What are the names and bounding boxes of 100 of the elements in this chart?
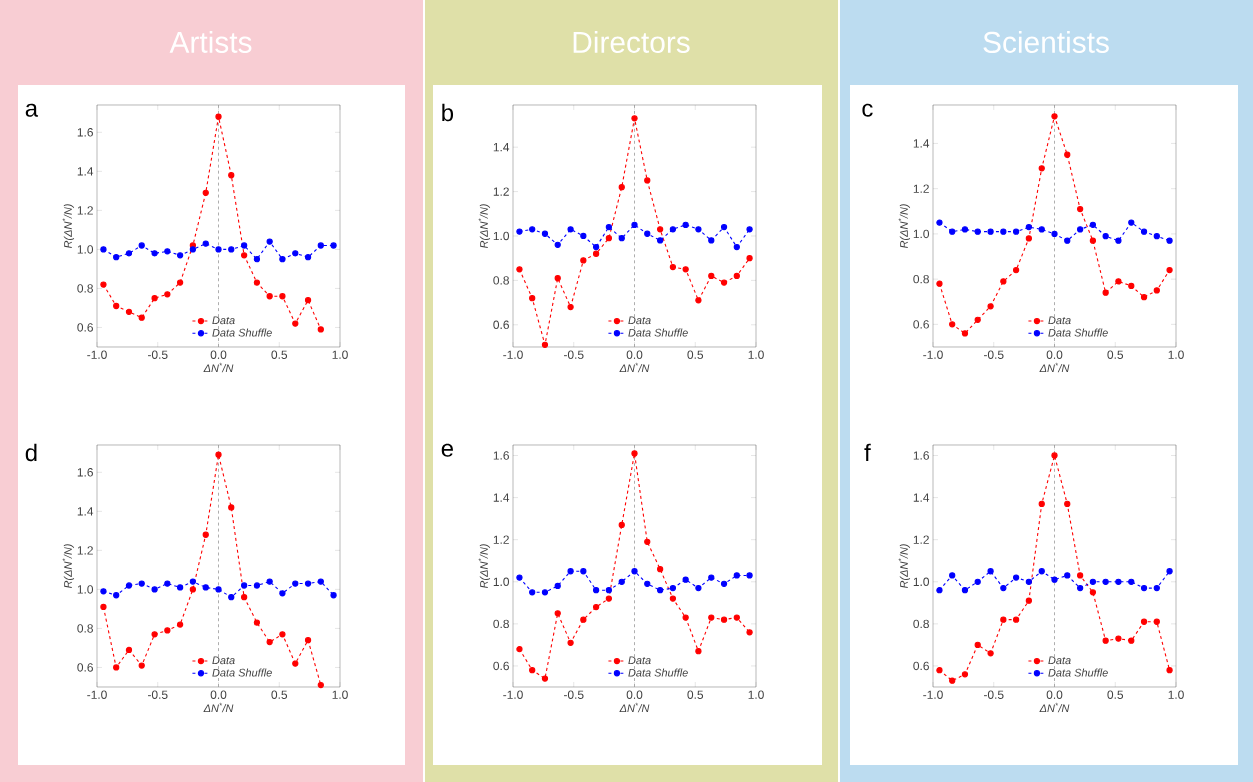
- y-tick-label: 1.0: [77, 245, 94, 254]
- point: [1012, 574, 1020, 581]
- x-tick-label: 0.5: [687, 350, 704, 359]
- point: [241, 252, 248, 259]
- point: [592, 250, 600, 257]
- point: [631, 115, 638, 122]
- point: [567, 639, 574, 646]
- point: [695, 648, 702, 655]
- y-tick-label: 1.6: [493, 451, 509, 460]
- point: [580, 568, 587, 575]
- point: [733, 243, 740, 251]
- point: [580, 257, 587, 264]
- point: [580, 232, 587, 240]
- point: [1077, 584, 1084, 592]
- y-tick-label: 1.6: [77, 468, 93, 477]
- point: [682, 221, 689, 229]
- point: [733, 614, 740, 621]
- point: [567, 568, 574, 575]
- point: [720, 580, 728, 588]
- point: [720, 223, 728, 231]
- point: [733, 572, 740, 579]
- point: [618, 521, 625, 529]
- point: [974, 578, 981, 585]
- point: [682, 576, 689, 583]
- point: [529, 295, 536, 302]
- point: [1025, 597, 1033, 604]
- point: [1038, 568, 1045, 575]
- chart-title: c: [862, 103, 873, 117]
- point: [974, 316, 981, 323]
- point: [1064, 151, 1071, 158]
- point: [949, 572, 956, 579]
- point: [266, 238, 273, 245]
- legend-label: Data: [1048, 656, 1071, 665]
- point: [304, 297, 312, 304]
- point: [292, 320, 299, 327]
- x-axis-title: ΔN$^{*}$/N: [619, 362, 650, 373]
- point: [708, 272, 715, 280]
- point: [1038, 500, 1045, 508]
- point: [720, 279, 728, 286]
- point: [1012, 616, 1020, 623]
- point: [241, 594, 248, 601]
- y-tick-label: 1.2: [77, 546, 93, 555]
- point: [189, 586, 197, 593]
- point: [125, 308, 133, 315]
- point: [1000, 278, 1007, 285]
- point: [113, 254, 120, 261]
- legend-label: Data Shuffle: [628, 328, 688, 337]
- point: [961, 330, 969, 337]
- point: [279, 631, 286, 638]
- y-tick-label: 0.8: [913, 274, 929, 284]
- x-tick-label: -0.5: [563, 690, 584, 699]
- point: [695, 226, 702, 233]
- point: [949, 677, 956, 684]
- x-tick-label: 0.5: [271, 690, 288, 699]
- point: [618, 578, 625, 585]
- point: [592, 603, 600, 611]
- point: [1128, 219, 1135, 226]
- point: [202, 584, 209, 591]
- x-tick-label: 0.0: [1046, 350, 1063, 359]
- y-axis-title: R(ΔN$^{*}$/N): [478, 544, 491, 589]
- x-tick-label: 1.0: [332, 350, 348, 359]
- x-axis-title: ΔN$^{*}$/N: [1039, 702, 1070, 713]
- point: [1038, 226, 1045, 233]
- x-tick-label: -0.5: [147, 690, 168, 699]
- point: [1051, 113, 1058, 120]
- x-axis-title: ΔN$^{*}$/N: [203, 362, 234, 373]
- point: [266, 578, 273, 585]
- point: [605, 587, 613, 594]
- point: [644, 177, 651, 184]
- point: [746, 572, 753, 579]
- x-tick-label: 0.0: [1046, 690, 1063, 699]
- point: [657, 226, 664, 233]
- point: [733, 272, 740, 280]
- x-axis-title: ΔN$^{*}$/N: [1039, 362, 1070, 373]
- point: [516, 645, 523, 653]
- y-axis-title: R(ΔN$^{*}$/N): [62, 544, 75, 589]
- point: [592, 243, 600, 251]
- point: [961, 587, 969, 594]
- point: [516, 228, 523, 235]
- point: [1166, 237, 1173, 244]
- point: [228, 172, 235, 179]
- point: [317, 681, 324, 689]
- point: [241, 242, 248, 249]
- point: [138, 242, 145, 249]
- x-axis-title: ΔN$^{*}$/N: [619, 702, 650, 713]
- point: [215, 246, 222, 253]
- point: [176, 621, 184, 628]
- x-tick-label: -1.0: [503, 350, 523, 359]
- point: [1064, 572, 1071, 579]
- point: [669, 584, 677, 592]
- point: [554, 582, 561, 590]
- y-tick-label: 0.8: [493, 276, 509, 285]
- point: [1089, 589, 1097, 596]
- point: [279, 293, 286, 300]
- point: [1089, 237, 1097, 244]
- y-tick-label: 0.6: [493, 661, 509, 671]
- y-tick-label: 1.4: [77, 507, 94, 516]
- point: [228, 504, 235, 511]
- point: [541, 589, 549, 596]
- point: [266, 638, 273, 646]
